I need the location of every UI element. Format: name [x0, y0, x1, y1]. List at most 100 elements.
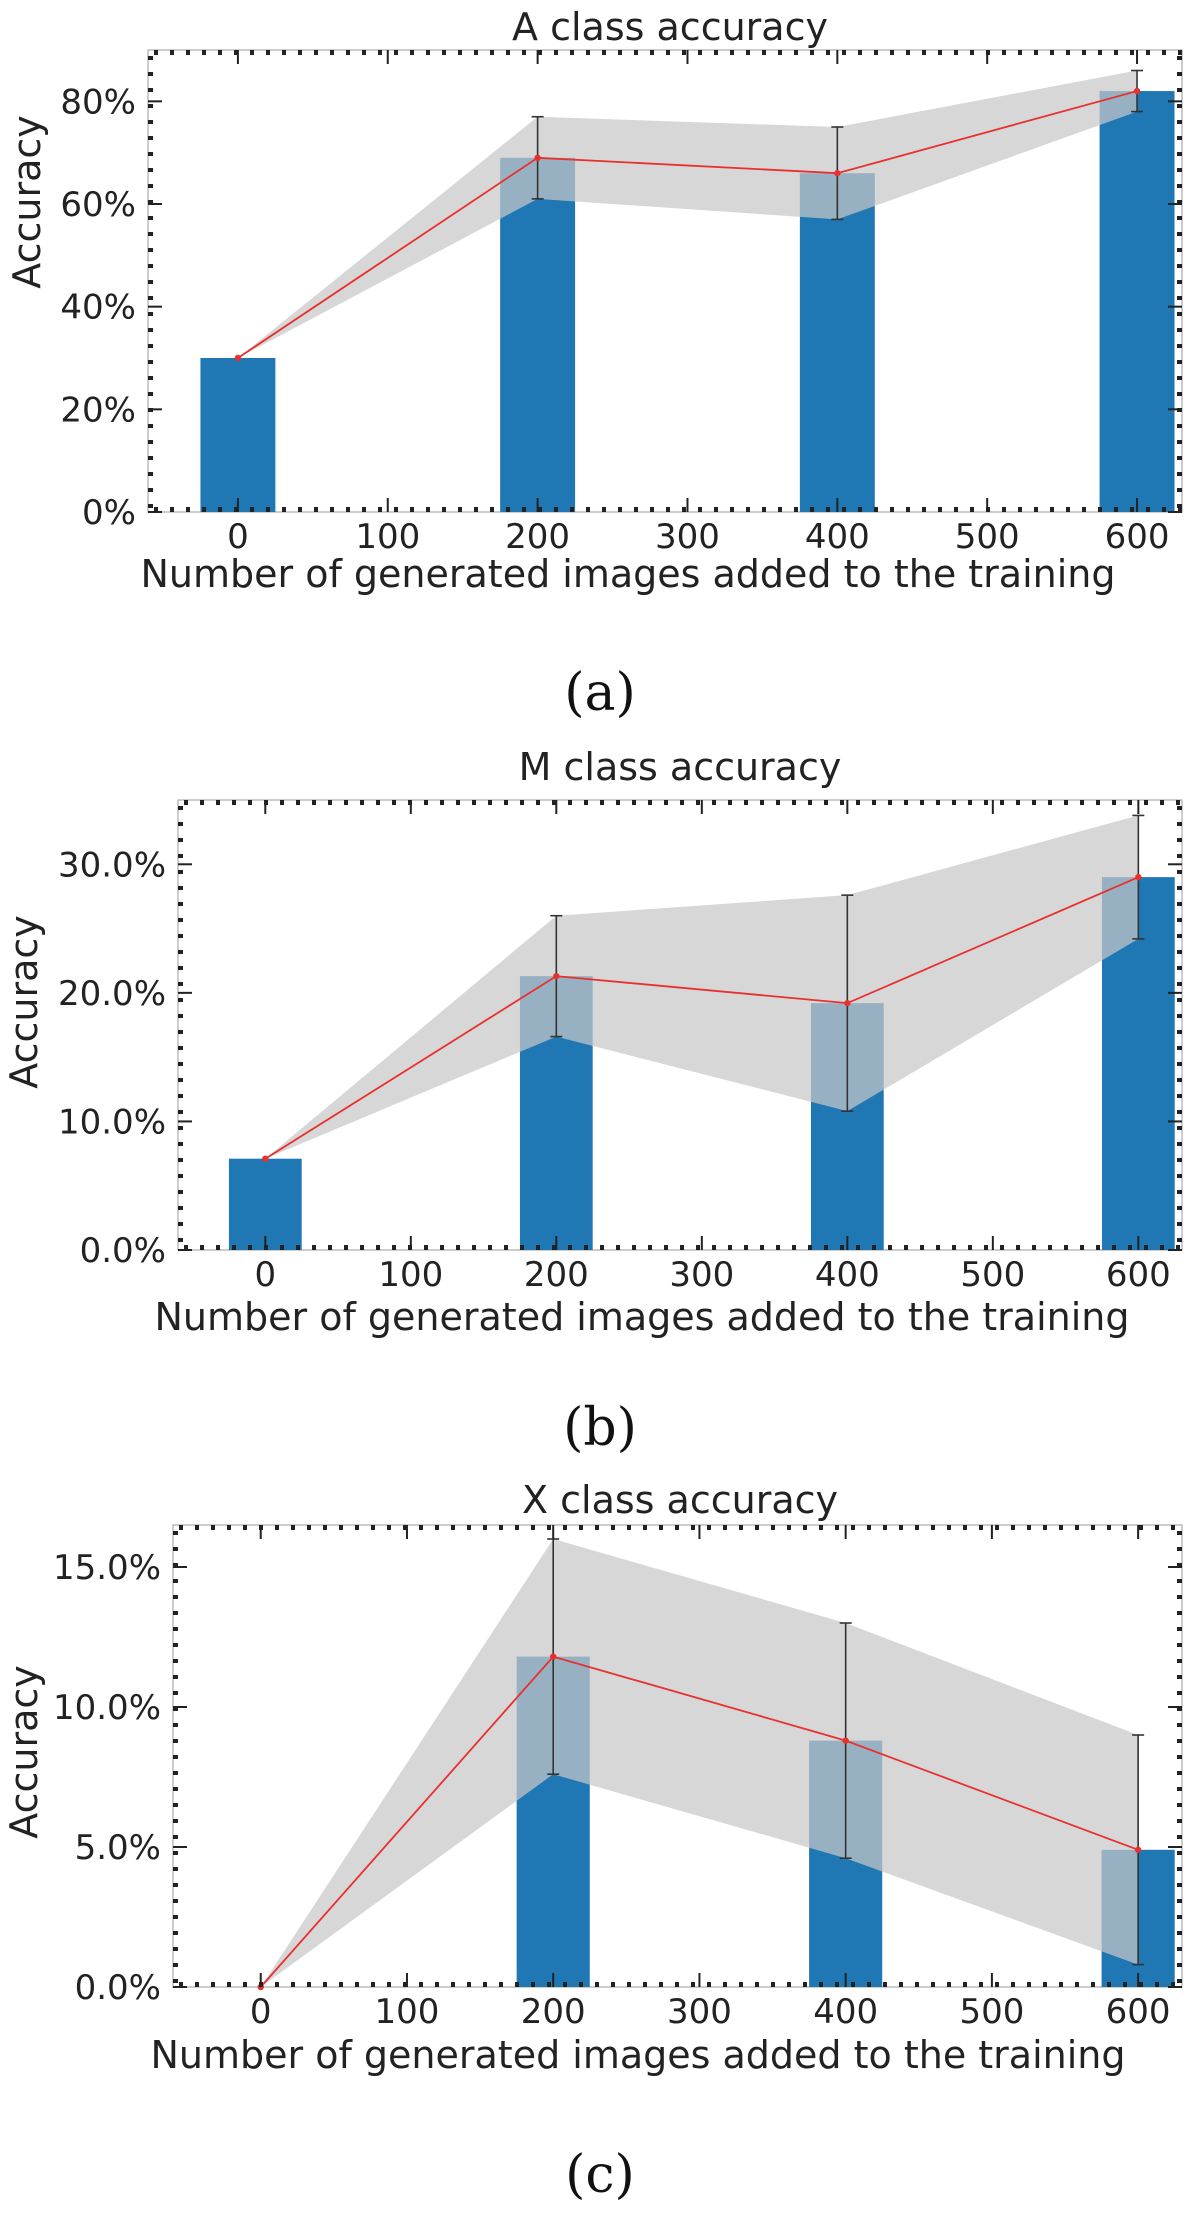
- minor-tick: [602, 50, 606, 55]
- x-tick-label: 300: [669, 1255, 734, 1295]
- minor-tick: [771, 1525, 775, 1530]
- minor-tick: [184, 800, 188, 805]
- minor-tick: [202, 50, 206, 55]
- minor-tick: [1177, 1062, 1182, 1066]
- minor-tick: [344, 1245, 348, 1250]
- minor-tick: [282, 50, 286, 55]
- minor-tick: [339, 1525, 343, 1530]
- minor-tick: [872, 1245, 876, 1250]
- minor-tick: [1177, 1579, 1182, 1583]
- minor-tick: [173, 1691, 178, 1695]
- minor-tick: [1177, 1595, 1182, 1599]
- minor-tick: [712, 1245, 716, 1250]
- minor-tick: [1177, 328, 1182, 332]
- minor-tick: [173, 1771, 178, 1775]
- minor-tick: [755, 1982, 759, 1987]
- minor-tick: [682, 507, 686, 512]
- minor-tick: [906, 507, 910, 512]
- minor-tick: [1177, 456, 1182, 460]
- minor-tick: [173, 1947, 178, 1951]
- minor-tick: [451, 1982, 455, 1987]
- minor-tick: [1160, 800, 1164, 805]
- x-tick-label: 500: [955, 517, 1020, 557]
- minor-tick: [1130, 507, 1134, 512]
- minor-tick: [200, 800, 204, 805]
- chart-panel-b: M class accuracy Accuracy Number of gene…: [2, 745, 1182, 1458]
- minor-tick: [504, 1245, 508, 1250]
- minor-tick: [808, 800, 812, 805]
- minor-tick: [148, 248, 153, 252]
- minor-tick: [803, 1525, 807, 1530]
- minor-tick: [1177, 854, 1182, 858]
- minor-tick: [323, 1525, 327, 1530]
- minor-tick: [968, 1245, 972, 1250]
- minor-tick: [698, 507, 702, 512]
- minor-tick: [148, 56, 153, 60]
- minor-tick: [173, 1739, 178, 1743]
- minor-tick: [1177, 1110, 1182, 1114]
- minor-tick: [419, 1525, 423, 1530]
- minor-tick: [1177, 902, 1182, 906]
- minor-tick: [826, 50, 830, 55]
- minor-tick: [1146, 50, 1150, 55]
- minor-tick: [467, 1525, 471, 1530]
- minor-tick: [664, 800, 668, 805]
- plot-area: 0 100 200 300 400 500 600 0.0% 5.0% 10.0% 15.0%: [53, 1525, 1182, 2032]
- minor-tick: [178, 1206, 183, 1210]
- minor-tick: [298, 507, 302, 512]
- minor-tick: [186, 50, 190, 55]
- minor-tick: [1016, 800, 1020, 805]
- minor-tick: [474, 507, 478, 512]
- minor-tick: [1177, 1190, 1182, 1194]
- minor-tick: [1000, 1245, 1004, 1250]
- minor-tick: [682, 50, 686, 55]
- minor-tick: [1114, 50, 1118, 55]
- minor-tick: [1130, 50, 1134, 55]
- minor-tick: [178, 1062, 183, 1066]
- minor-tick: [1016, 1245, 1020, 1250]
- minor-tick: [1177, 966, 1182, 970]
- minor-tick: [1177, 216, 1182, 220]
- minor-tick: [888, 800, 892, 805]
- minor-tick: [195, 1982, 199, 1987]
- minor-tick: [570, 50, 574, 55]
- minor-tick: [173, 1819, 178, 1823]
- minor-tick: [458, 50, 462, 55]
- minor-tick: [1034, 507, 1038, 512]
- minor-tick: [442, 50, 446, 55]
- minor-tick: [680, 1245, 684, 1250]
- minor-tick: [243, 1525, 247, 1530]
- minor-tick: [472, 1245, 476, 1250]
- minor-tick: [170, 507, 174, 512]
- minor-tick: [1064, 1245, 1068, 1250]
- minor-tick: [650, 507, 654, 512]
- minor-tick: [712, 800, 716, 805]
- minor-tick: [328, 800, 332, 805]
- minor-tick: [1177, 886, 1182, 890]
- minor-tick: [1064, 800, 1068, 805]
- data-point: [1135, 1847, 1141, 1853]
- x-tick-label: 500: [959, 1992, 1024, 2032]
- minor-tick: [952, 1245, 956, 1250]
- minor-tick: [148, 168, 153, 172]
- minor-tick: [963, 1525, 967, 1530]
- y-tick-label: 0%: [82, 493, 136, 533]
- minor-tick: [858, 507, 862, 512]
- minor-tick: [312, 1245, 316, 1250]
- minor-tick: [1176, 800, 1180, 805]
- minor-tick: [1096, 800, 1100, 805]
- minor-tick: [173, 1851, 178, 1855]
- minor-tick: [1177, 1979, 1182, 1983]
- minor-tick: [451, 1525, 455, 1530]
- minor-tick: [394, 50, 398, 55]
- minor-tick: [1177, 1611, 1182, 1615]
- minor-tick: [178, 1094, 183, 1098]
- bar: [800, 173, 875, 512]
- minor-tick: [728, 800, 732, 805]
- minor-tick: [872, 800, 876, 805]
- minor-tick: [1082, 50, 1086, 55]
- minor-tick: [178, 822, 183, 826]
- minor-tick: [1027, 1525, 1031, 1530]
- minor-tick: [173, 1835, 178, 1839]
- minor-tick: [371, 1525, 375, 1530]
